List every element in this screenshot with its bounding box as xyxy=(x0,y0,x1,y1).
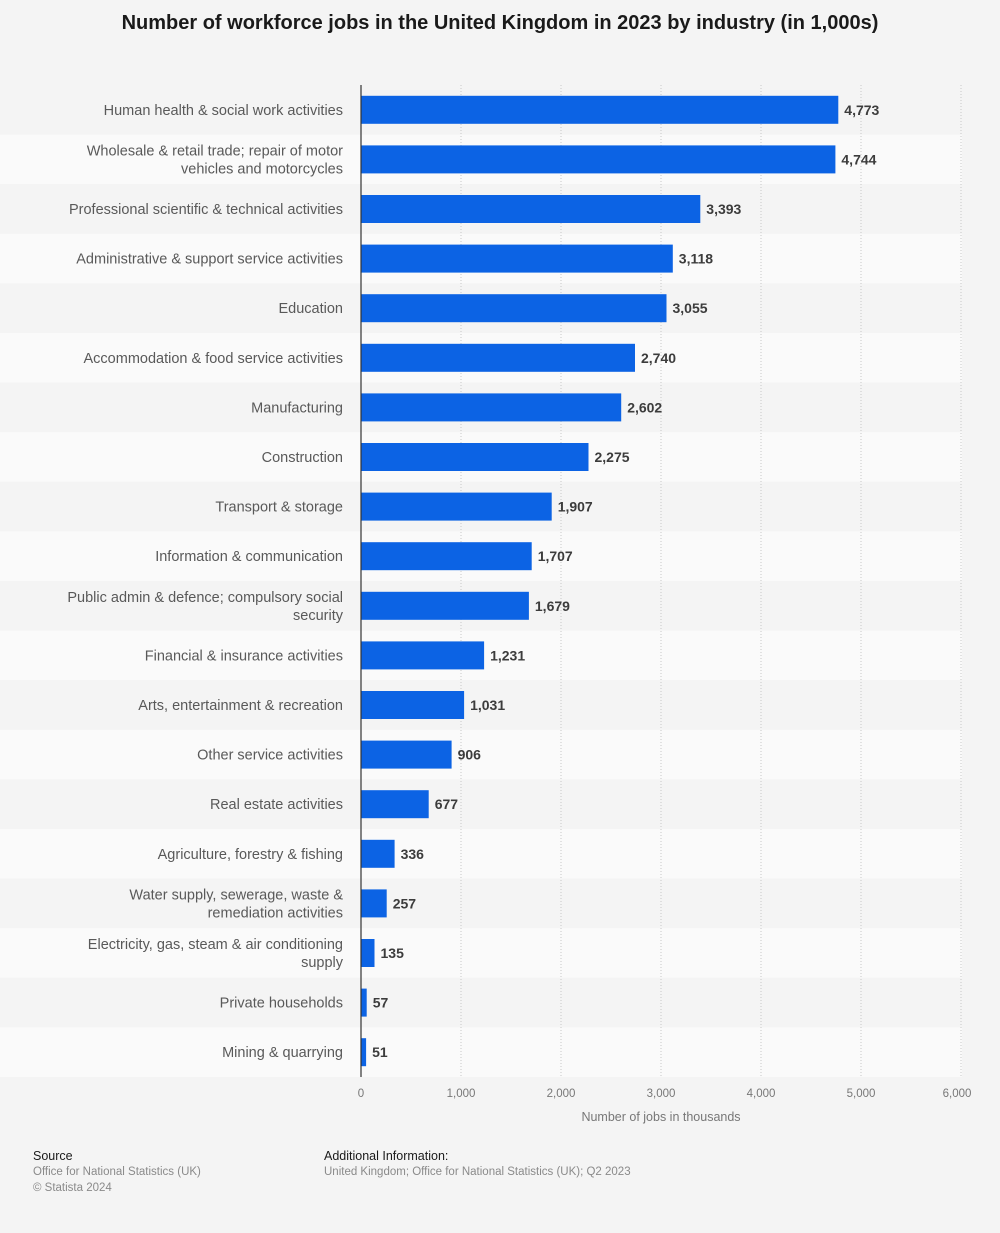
bar xyxy=(361,95,839,124)
value-label: 336 xyxy=(401,846,425,862)
value-label: 57 xyxy=(373,995,389,1011)
row-band xyxy=(0,1027,962,1077)
value-label: 135 xyxy=(381,945,405,961)
category-label: Public admin & defence; compulsory socia… xyxy=(67,590,343,624)
category-label: Mining & quarrying xyxy=(222,1045,343,1061)
bar xyxy=(361,492,552,521)
x-tick-label: 6,000 xyxy=(943,1088,972,1100)
source-heading: Source xyxy=(33,1149,73,1163)
category-label: Other service activities xyxy=(197,748,343,764)
value-label: 51 xyxy=(372,1044,388,1060)
value-label: 257 xyxy=(393,895,417,911)
x-tick-label: 4,000 xyxy=(747,1088,776,1100)
category-label: Real estate activities xyxy=(210,797,343,813)
bar xyxy=(361,988,367,1017)
value-label: 677 xyxy=(435,796,459,812)
source-block: Source Office for National Statistics (U… xyxy=(33,1148,201,1196)
row-band xyxy=(0,779,962,829)
bar xyxy=(361,939,375,967)
bar xyxy=(361,343,635,372)
bar xyxy=(361,393,622,422)
bar xyxy=(361,889,387,918)
value-label: 1,679 xyxy=(535,598,570,614)
bar xyxy=(361,740,452,769)
bar xyxy=(361,244,673,273)
bar xyxy=(361,294,667,323)
value-label: 1,907 xyxy=(558,499,593,515)
category-label: Electricity, gas, steam & air conditioni… xyxy=(88,937,344,971)
bar xyxy=(361,591,529,620)
category-label: Information & communication xyxy=(155,549,343,565)
value-label: 3,118 xyxy=(679,251,713,267)
category-label: Water supply, sewerage, waste & remediati… xyxy=(129,887,343,921)
category-label: Education xyxy=(279,301,344,317)
category-label: Arts, entertainment & recreation xyxy=(138,698,343,714)
value-label: 2,275 xyxy=(595,449,630,465)
row-band xyxy=(0,928,962,978)
bar xyxy=(361,839,395,868)
row-band xyxy=(0,878,962,929)
value-label: 1,231 xyxy=(490,647,525,663)
category-label: Financial & insurance activities xyxy=(145,648,343,664)
category-label: Professional scientific & technical acti… xyxy=(69,202,343,218)
bar xyxy=(361,195,701,223)
source-text: Office for National Statistics (UK) xyxy=(33,1166,201,1178)
row-band xyxy=(0,829,962,879)
bar xyxy=(361,790,429,819)
category-label: Private households xyxy=(220,996,343,1012)
value-label: 3,055 xyxy=(673,300,708,316)
row-band xyxy=(0,977,962,1028)
category-label: Administrative & support service activit… xyxy=(76,252,343,268)
value-label: 2,740 xyxy=(641,350,676,366)
value-label: 3,393 xyxy=(706,201,741,217)
category-label: Construction xyxy=(262,450,343,466)
value-label: 4,744 xyxy=(841,151,876,167)
bar xyxy=(361,542,532,571)
category-label: Human health & social work activities xyxy=(104,103,343,119)
bar-chart: 4,773 Human health & social work activiti… xyxy=(0,85,972,1124)
additional-info-block: Additional Information: United Kingdom; … xyxy=(324,1148,631,1180)
value-label: 4,773 xyxy=(844,102,879,118)
bar xyxy=(361,691,465,719)
x-tick-label: 5,000 xyxy=(847,1088,876,1100)
chart-title: Number of workforce jobs in the United K… xyxy=(121,12,879,34)
x-tick-label: 2,000 xyxy=(547,1088,576,1100)
value-label: 1,031 xyxy=(470,697,505,713)
row-band xyxy=(0,729,962,780)
category-label: Transport & storage xyxy=(215,500,343,516)
category-label: Accommodation & food service activities xyxy=(84,351,344,367)
additional-info-text: United Kingdom; Office for National Stat… xyxy=(324,1166,631,1178)
category-label: Manufacturing xyxy=(251,400,343,416)
row-band xyxy=(0,680,962,730)
value-label: 906 xyxy=(458,747,482,763)
value-label: 1,707 xyxy=(538,548,573,564)
bar xyxy=(361,1038,367,1067)
x-tick-label: 0 xyxy=(358,1088,364,1100)
additional-info-heading: Additional Information: xyxy=(324,1149,449,1163)
x-tick-label: 1,000 xyxy=(447,1088,476,1100)
bar xyxy=(361,443,589,471)
category-label: Wholesale & retail trade; repair of moto… xyxy=(87,143,343,177)
bar xyxy=(361,641,485,670)
x-tick-label: 3,000 xyxy=(647,1088,676,1100)
x-axis-title: Number of jobs in thousands xyxy=(581,1110,740,1124)
copyright-text: © Statista 2024 xyxy=(33,1182,112,1194)
bar xyxy=(361,145,836,174)
category-label: Agriculture, forestry & fishing xyxy=(158,847,343,863)
value-label: 2,602 xyxy=(627,399,662,415)
